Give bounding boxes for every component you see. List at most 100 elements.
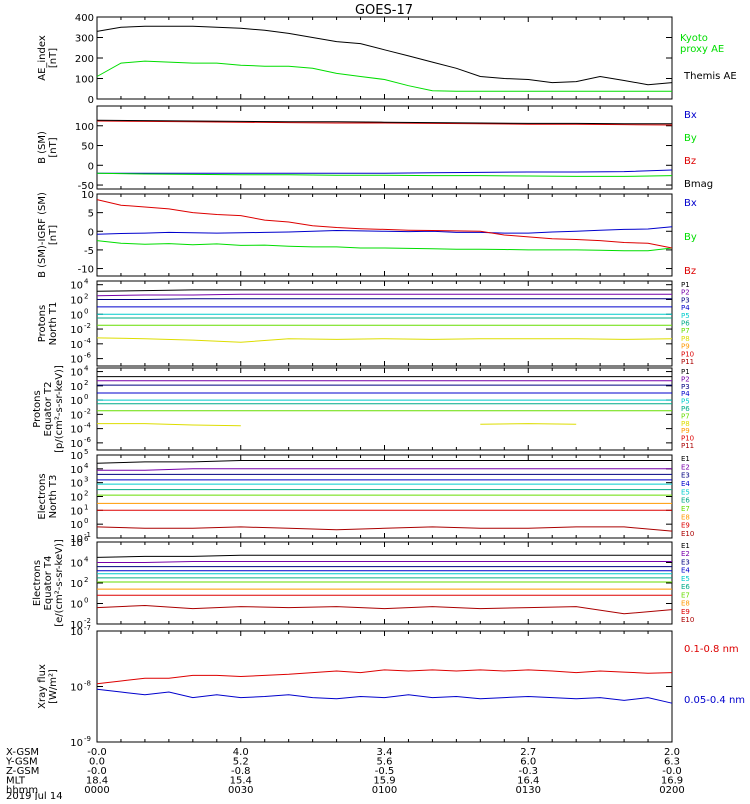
y-tick-exponent: -4 (84, 337, 92, 345)
y-tick-exponent: -2 (84, 617, 91, 625)
y-tick-exponent: 0 (84, 307, 88, 315)
y-tick-exponent: 0 (84, 517, 88, 525)
series-line-p1 (96, 289, 672, 292)
legend-entry: 0.05-0.4 nm (684, 695, 745, 706)
x-axis-value: 4.0 (233, 747, 249, 758)
y-tick-exponent: 6 (84, 535, 89, 543)
x-axis-value: 5.6 (377, 757, 393, 768)
series-line-themis-ae (96, 25, 673, 86)
y-tick-label: 10 (70, 506, 83, 517)
x-axis-value: 15.4 (230, 776, 252, 787)
legend-entry: P1 (681, 281, 690, 289)
y-axis-label: Electrons (32, 560, 43, 606)
x-axis-value: 0100 (372, 785, 397, 796)
y-axis-label: Protons (37, 305, 48, 342)
legend-entry: E10 (681, 530, 694, 538)
series-line-bz (96, 199, 673, 249)
y-tick-label: 10 (70, 425, 83, 436)
legend-entry: P9 (681, 343, 690, 351)
x-axis-value: -0.0 (87, 766, 107, 777)
series-line-kyoto-proxy-ae (96, 60, 672, 92)
x-axis-row-label: hhmm (6, 785, 38, 796)
x-axis-value: 0.0 (89, 757, 105, 768)
x-axis-value: 16.9 (661, 776, 683, 787)
y-tick-exponent: -4 (84, 422, 92, 430)
y-axis-label: Equator T2 (43, 382, 54, 437)
legend-entry: E9 (681, 608, 690, 616)
legend-entry: P5 (681, 398, 690, 406)
legend-entry: P5 (681, 312, 690, 320)
legend-entry: E4 (681, 480, 690, 488)
series-line-0-1-0-8-nm (96, 669, 673, 685)
legend-entry: P8 (681, 420, 690, 428)
legend-entry: E4 (681, 567, 690, 575)
legend-entry: Bx (684, 198, 697, 209)
legend-entry: P10 (681, 435, 694, 443)
y-tick-label: 10 (70, 465, 83, 476)
series-line-bz (96, 120, 673, 126)
y-tick-label: 10 (70, 451, 83, 462)
x-axis-value: 6.0 (520, 757, 536, 768)
y-axis-label: Equator T4 (43, 556, 54, 611)
plot-date: 2019 Jul 14 (6, 791, 63, 800)
y-axis-label: Protons (32, 390, 43, 427)
panel-b-sm-igrf: -10 -5 0 5 10 B (SM)-IGRF (SM) [nT] Bx By Bz (37, 190, 697, 278)
y-tick-label: 10 (70, 355, 83, 366)
y-tick-label: 10 (70, 534, 83, 545)
legend-entry: P9 (681, 427, 690, 435)
series-line-p8 (97, 424, 672, 426)
x-axis-value: 5.2 (233, 757, 249, 768)
legend-entry: E8 (681, 600, 690, 608)
y-tick-label: 10 (70, 281, 83, 292)
legend-entry: E2 (681, 550, 690, 558)
y-tick-label: 10 (70, 538, 83, 549)
y-axis-label: [nT] (48, 225, 59, 245)
y-tick-label: 10 (70, 325, 83, 336)
y-tick-label: 10 (70, 396, 83, 407)
y-tick-label: -50 (78, 181, 94, 192)
y-tick-exponent: -6 (84, 436, 92, 444)
y-tick-exponent: 4 (84, 556, 89, 564)
series-line-e10 (96, 526, 673, 532)
series-line-e2 (97, 561, 672, 563)
x-axis-value: -0.0 (662, 766, 682, 777)
y-tick-label: 300 (75, 34, 94, 45)
y-tick-exponent: -9 (84, 735, 91, 743)
x-axis-value: 0030 (228, 785, 253, 796)
y-tick-label: -10 (78, 265, 94, 276)
series-line-e1 (96, 460, 672, 464)
y-tick-label: 10 (70, 600, 83, 611)
y-tick-label: 10 (81, 190, 94, 201)
x-axis-value: 18.4 (86, 776, 108, 787)
y-axis-label: Electrons (37, 473, 48, 519)
legend-entry: Bz (684, 266, 696, 277)
x-axis-value: 2.7 (520, 747, 536, 758)
y-tick-label: 10 (70, 310, 83, 321)
x-axis-row-label: X-GSM (6, 747, 39, 758)
y-tick-exponent: -2 (84, 322, 91, 330)
legend-entry: P4 (681, 390, 690, 398)
legend-entry: P3 (681, 383, 690, 391)
panel-frame (96, 280, 673, 367)
y-tick-label: 10 (70, 479, 83, 490)
y-tick-exponent: 4 (84, 365, 89, 373)
y-tick-exponent: -6 (84, 352, 92, 360)
series-line-bmag (96, 119, 672, 125)
y-tick-exponent: -7 (84, 624, 91, 632)
y-tick-exponent: 2 (84, 576, 88, 584)
x-axis-value: 3.4 (377, 747, 393, 758)
series-line-p3 (97, 298, 672, 300)
y-axis-label: [e/(cm²-s-sr-keV)] (54, 539, 65, 627)
y-tick-exponent: -1 (84, 531, 91, 539)
legend-entry: E10 (681, 616, 694, 624)
y-tick-label: 100 (75, 75, 94, 86)
plot-title: GOES-17 (355, 3, 413, 18)
legend-entry: E5 (681, 575, 690, 583)
legend-entry: E2 (681, 463, 690, 471)
y-tick-exponent: 2 (84, 379, 88, 387)
legend-entry: P11 (681, 442, 694, 450)
y-tick-label: 50 (81, 142, 94, 153)
legend-entry: 0.1-0.8 nm (684, 644, 739, 655)
